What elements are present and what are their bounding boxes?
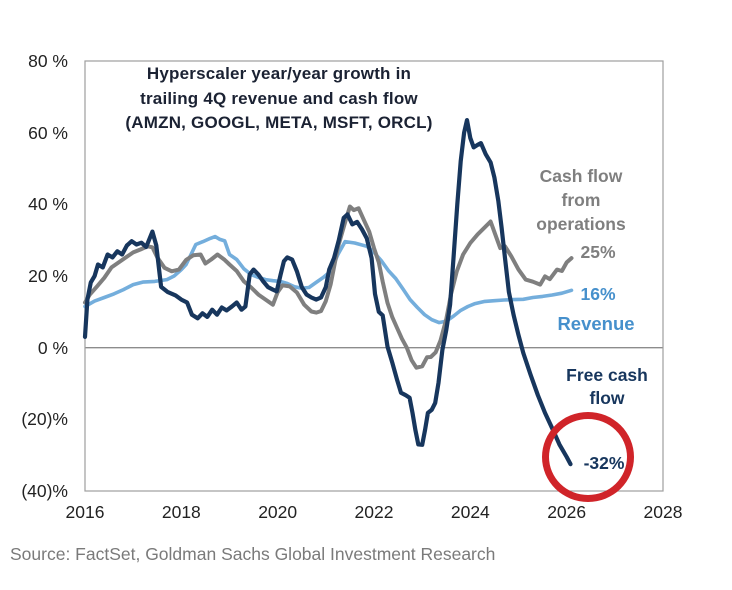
chart-title-line-1: Hyperscaler year/year growth in [146,64,412,83]
y-tick-label: 0 % [37,337,68,358]
y-tick-label: 60 % [28,122,68,143]
series-line-free-cash-flow [82,117,573,467]
x-tick-label: 2028 [643,502,683,522]
y-tick-label: (40)% [21,481,68,501]
y-tick-label: 20 % [28,266,68,286]
cfo-label-line-1: Cash flow [539,166,623,186]
fcf-label-line-2: flow [589,388,625,408]
revenue-end-value: 16% [580,284,616,304]
cash-flow-operations-series-label: Cash flow from operations [500,164,662,236]
cfo-label-line-2: from [561,190,601,210]
cfo-label-line-3: operations [536,214,626,234]
cash-flow-operations-end-value: 25% [580,242,616,262]
revenue-series-label: Revenue [557,313,635,334]
plot-frame [84,60,664,492]
x-tick-label: 2016 [65,502,105,522]
series-line-revenue [83,234,574,325]
y-tick-label: 80 % [28,51,68,71]
free-cash-flow-series-label: Free cash flow [540,364,674,410]
y-tick-label: 40 % [28,194,68,215]
x-tick-label: 2020 [258,502,298,522]
chart-title-line-2: trailing 4Q revenue and cash flow [140,88,418,108]
highlight-circle-annotation [542,412,634,502]
x-tick-label: 2024 [450,502,490,522]
x-tick-label: 2022 [354,502,394,522]
chart-title-line-3: (AMZN, GOOGL, META, MSFT, ORCL) [125,113,433,132]
x-tick-label: 2018 [161,502,201,522]
series-line-cash-flow-from-operations [83,204,574,370]
x-tick-label: 2026 [547,502,587,522]
source-attribution: Source: FactSet, Goldman Sachs Global In… [10,544,496,564]
y-tick-label: (20)% [21,409,68,430]
fcf-label-line-1: Free cash [566,365,648,385]
chart-title: Hyperscaler year/year growth in trailing… [88,62,470,136]
